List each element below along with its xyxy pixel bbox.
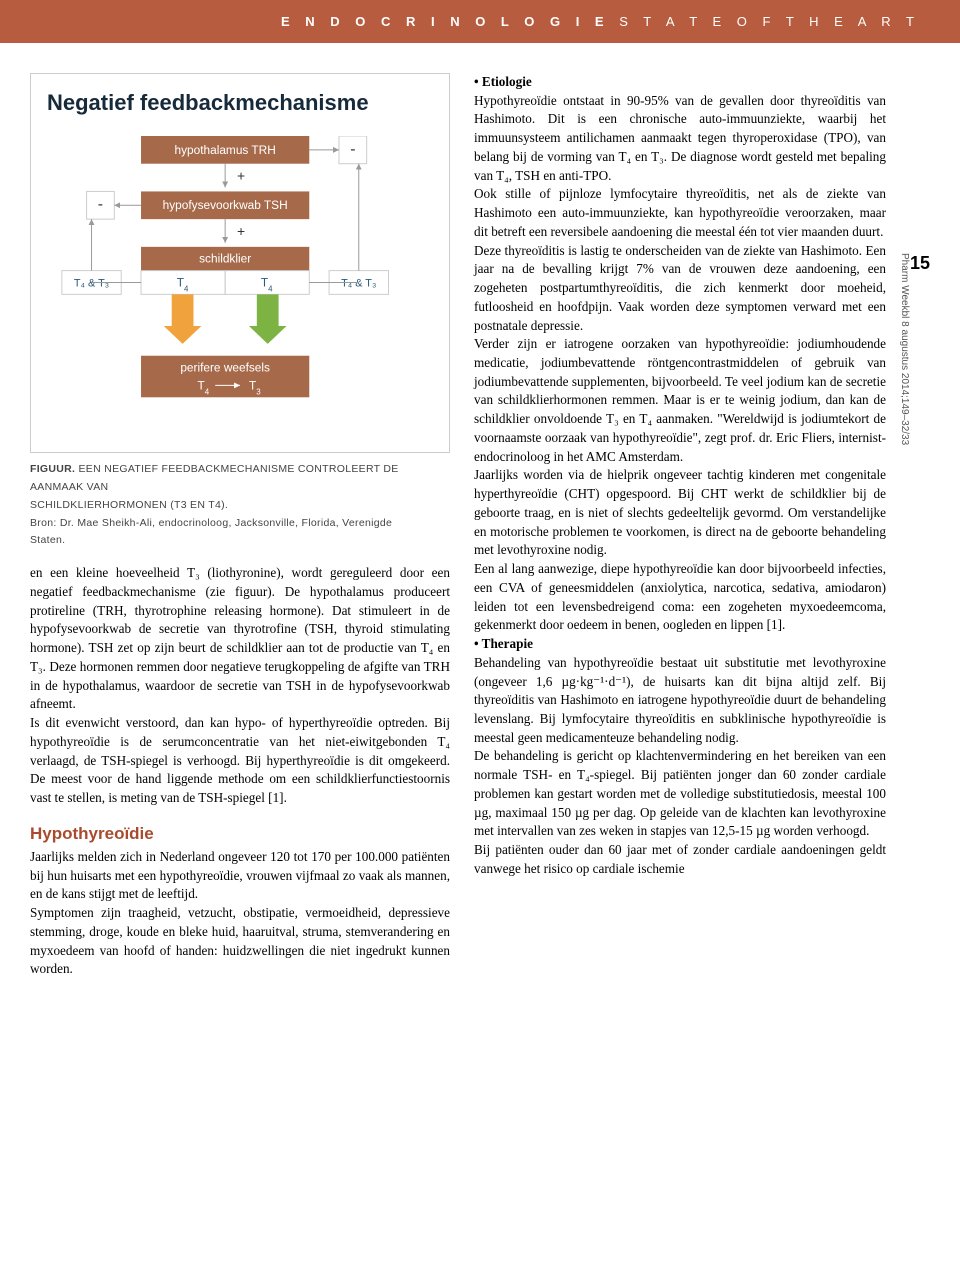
svg-text:perifere weefsels: perifere weefsels bbox=[180, 361, 270, 375]
left-p3: Jaarlijks melden zich in Nederland ongev… bbox=[30, 848, 450, 904]
caption-l3: Bron: Dr. Mae Sheikh-Ali, endocrinoloog,… bbox=[30, 517, 392, 529]
figure-caption: FIGUUR. EEN NEGATIEF FEEDBACKMECHANISME … bbox=[30, 461, 450, 550]
caption-lead: FIGUUR. bbox=[30, 463, 75, 475]
svg-text:+: + bbox=[237, 168, 245, 184]
right-p6: Een al lang aanwezige, diepe hypothyreoï… bbox=[474, 560, 886, 635]
svg-text:-: - bbox=[350, 141, 355, 158]
right-p1: Hypothyreoïdie ontstaat in 90-95% van de… bbox=[474, 92, 886, 186]
page-number: 15 bbox=[910, 253, 930, 274]
left-p2: Is dit evenwicht verstoord, dan kan hypo… bbox=[30, 714, 450, 808]
svg-text:T4: T4 bbox=[261, 275, 273, 293]
right-p3: Deze thyreoïditis is lastig te ondersche… bbox=[474, 242, 886, 336]
svg-text:-: - bbox=[98, 196, 103, 213]
page: Negatief feedbackmechanisme hypothalamus… bbox=[0, 43, 960, 1009]
header-strong: E N D O C R I N O L O G I E bbox=[281, 14, 610, 29]
header-light: S T A T E O F T H E A R T bbox=[619, 14, 920, 29]
svg-text:T₄ & T₃: T₄ & T₃ bbox=[74, 277, 109, 289]
right-p2: Ook stille of pijnloze lymfocytaire thyr… bbox=[474, 185, 886, 241]
left-column: Negatief feedbackmechanisme hypothalamus… bbox=[30, 73, 450, 979]
bullet-therapie: • Therapie bbox=[474, 636, 533, 651]
right-column: • Etiologie Hypothyreoïdie ontstaat in 9… bbox=[474, 73, 930, 979]
caption-l2: SCHILDKLIERHORMONEN (T3 EN T4). bbox=[30, 499, 228, 511]
journal-ref: Pharm Weekbl 8 augustus 2014;149–32/33 bbox=[899, 253, 910, 445]
svg-text:schildklier: schildklier bbox=[199, 252, 251, 266]
svg-text:hypofysevoorkwab TSH: hypofysevoorkwab TSH bbox=[163, 198, 288, 212]
right-p9: Bij patiënten ouder dan 60 jaar met of z… bbox=[474, 841, 886, 878]
left-body: en een kleine hoeveelheid T₃ (liothyroni… bbox=[30, 564, 450, 979]
figure-title: Negatief feedbackmechanisme bbox=[47, 90, 433, 116]
svg-text:hypothalamus TRH: hypothalamus TRH bbox=[175, 143, 276, 157]
right-p7: Behandeling van hypothyreoïdie bestaat u… bbox=[474, 654, 886, 748]
right-body: • Etiologie Hypothyreoïdie ontstaat in 9… bbox=[474, 73, 886, 879]
left-p4: Symptomen zijn traagheid, vetzucht, obst… bbox=[30, 904, 450, 979]
feedback-diagram: hypothalamus TRH - + hypofysevoorkwab TS… bbox=[47, 136, 433, 433]
svg-text:T4: T4 bbox=[177, 275, 189, 293]
side-margin: 15 Pharm Weekbl 8 augustus 2014;149–32/3… bbox=[896, 73, 930, 979]
right-p5: Jaarlijks worden via de hielprik ongevee… bbox=[474, 466, 886, 560]
svg-text:+: + bbox=[237, 223, 245, 239]
caption-l1: EEN NEGATIEF FEEDBACKMECHANISME CONTROLE… bbox=[30, 463, 399, 493]
heading-hypothyreoidie: Hypothyreoïdie bbox=[30, 822, 450, 846]
figure-box: Negatief feedbackmechanisme hypothalamus… bbox=[30, 73, 450, 453]
right-p4: Verder zijn er iatrogene oorzaken van hy… bbox=[474, 335, 886, 466]
right-p8: De behandeling is gericht op klachtenver… bbox=[474, 747, 886, 841]
header-bar: E N D O C R I N O L O G I E S T A T E O … bbox=[0, 0, 960, 43]
svg-text:T₄ & T₃: T₄ & T₃ bbox=[341, 277, 376, 289]
left-p1: en een kleine hoeveelheid T₃ (liothyroni… bbox=[30, 564, 450, 714]
caption-l4: Staten. bbox=[30, 534, 65, 546]
bullet-etiologie: • Etiologie bbox=[474, 74, 532, 89]
